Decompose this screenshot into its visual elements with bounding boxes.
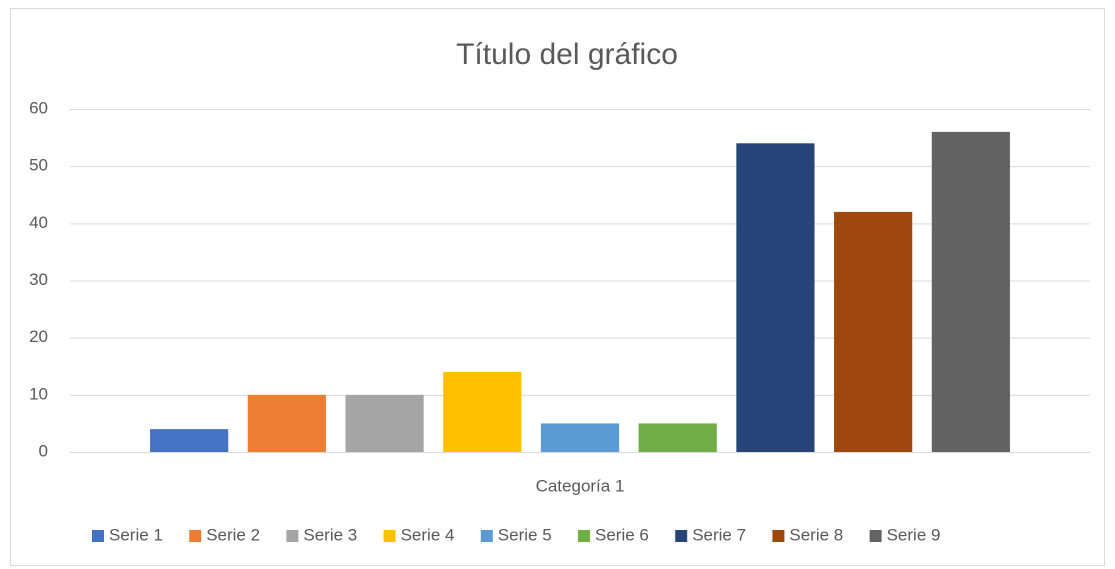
chart-title: Título del gráfico: [456, 38, 678, 71]
bar: [931, 131, 1010, 452]
bar: [638, 423, 717, 452]
y-tick-label: 60: [29, 98, 48, 117]
legend-label: Serie 7: [692, 525, 746, 544]
y-tick-label: 20: [29, 327, 48, 346]
legend-swatch: [189, 530, 202, 542]
bar: [247, 394, 326, 452]
legend-swatch: [578, 530, 590, 542]
chart-frame: [10, 8, 1105, 566]
legend-swatch: [675, 530, 688, 542]
x-tick-label: Categoría 1: [536, 476, 625, 495]
legend-label: Serie 6: [595, 525, 649, 544]
bar: [736, 143, 815, 453]
bar: [345, 394, 424, 452]
legend-swatch: [383, 530, 396, 542]
legend-label: Serie 8: [789, 525, 843, 544]
y-tick-label: 10: [29, 384, 48, 403]
y-tick-label: 30: [29, 270, 48, 289]
legend-label: Serie 4: [401, 525, 455, 544]
y-tick-label: 0: [39, 441, 48, 460]
y-tick-label: 50: [29, 156, 48, 175]
bar: [150, 429, 229, 452]
legend-label: Serie 2: [206, 525, 260, 544]
bar: [834, 211, 913, 452]
legend-swatch: [286, 530, 299, 542]
y-tick-label: 40: [29, 213, 48, 232]
legend-label: Serie 3: [303, 525, 357, 544]
legend-swatch: [480, 530, 493, 542]
legend-swatch: [772, 530, 785, 542]
bar: [443, 371, 522, 452]
legend-label: Serie 5: [498, 525, 552, 544]
legend-swatch: [92, 530, 104, 542]
legend-label: Serie 1: [109, 525, 163, 544]
bar: [540, 423, 620, 452]
legend-swatch: [869, 530, 882, 542]
legend-label: Serie 9: [887, 525, 941, 544]
